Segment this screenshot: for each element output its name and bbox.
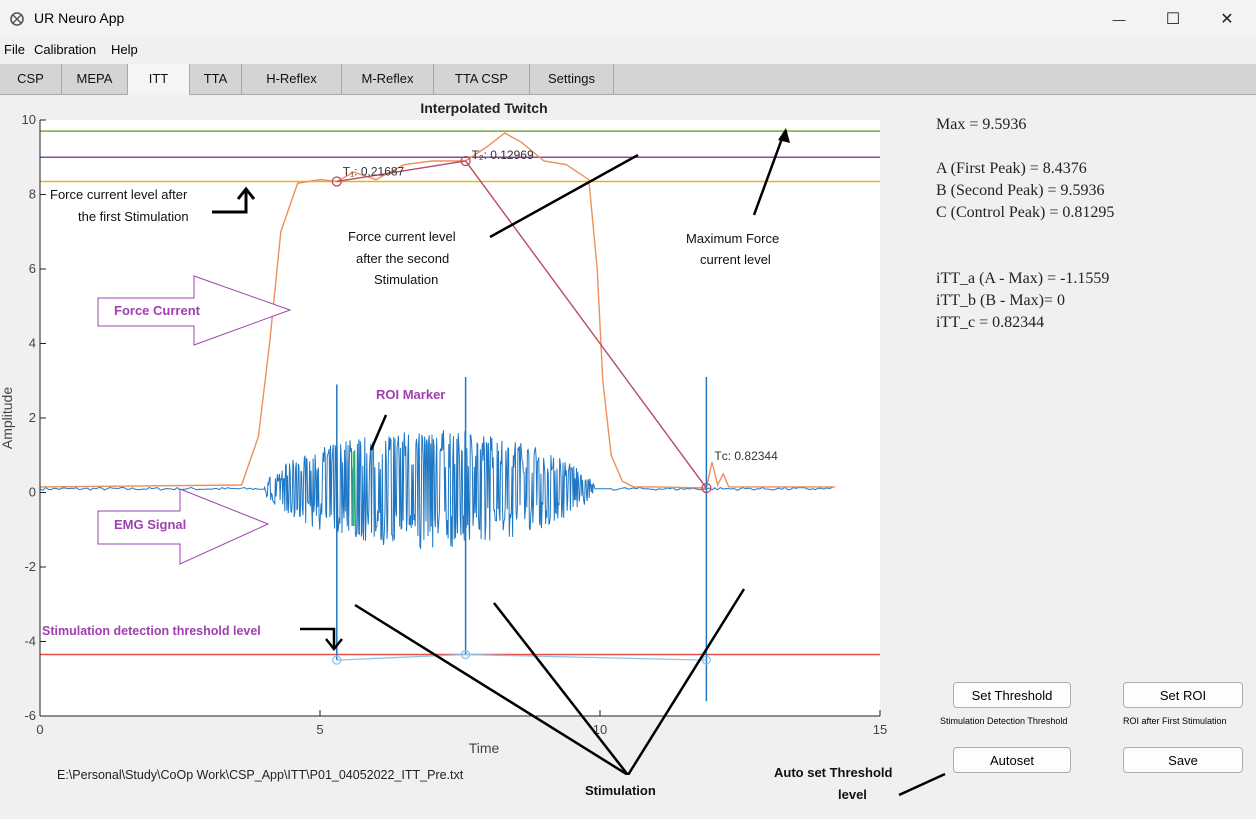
twitch-connector-1 [465, 160, 707, 489]
stat-itt-a: iTT_a (A - Max) = -1.1559 [936, 270, 1110, 287]
stimulation-detection-point-1 [460, 649, 471, 660]
annotation-force-first-line2: the first Stimulation [78, 209, 189, 224]
annotation-max-force-line2: current level [700, 252, 771, 267]
twitch-label-0: T₁: 0.21687 [343, 164, 405, 178]
tab-itt[interactable]: ITT [128, 64, 190, 95]
pointer-stimulation-3 [626, 588, 746, 775]
x-tick-label-3: 15 [873, 722, 887, 737]
x-tick-label-1: 5 [316, 722, 323, 737]
twitch-label-2: Tᴄ: 0.82344 [714, 449, 778, 463]
twitch-marker-1 [460, 155, 471, 167]
annotation-force-second-line1: Force current level [348, 229, 456, 244]
pointer-force-second [489, 153, 639, 239]
tab-tta-csp[interactable]: TTA CSP [434, 64, 530, 94]
minimize-icon: — [1112, 11, 1126, 27]
pointer-autoset [898, 772, 946, 797]
stimulation-detection-line [336, 653, 707, 661]
y-tick-label-2: 6 [29, 261, 36, 276]
stat-b-second-peak: B (Second Peak) = 9.5936 [936, 182, 1105, 199]
arrowhead-max-force [778, 128, 790, 143]
title-bar: UR Neuro App — ☐ ✕ [0, 0, 1256, 38]
annotation-max-force-line1: Maximum Force [686, 231, 779, 246]
y-tick-label-3: 4 [29, 336, 36, 351]
menu-help[interactable]: Help [111, 42, 138, 57]
close-icon: ✕ [1220, 11, 1234, 28]
annotation-stim-threshold: Stimulation detection threshold level [42, 624, 261, 638]
menu-calibration[interactable]: Calibration [34, 42, 97, 57]
maximize-icon: ☐ [1165, 11, 1181, 28]
autoset-button[interactable]: Autoset [953, 747, 1071, 773]
tab-h-reflex[interactable]: H-Reflex [242, 64, 342, 94]
stat-itt-c: iTT_c = 0.82344 [936, 314, 1045, 331]
tab-settings[interactable]: Settings [530, 64, 614, 94]
y-tick-label-7: -4 [24, 634, 36, 649]
tab-csp[interactable]: CSP [0, 64, 62, 94]
y-tick-label-1: 8 [29, 187, 36, 202]
menu-bar: File Calibration Help [0, 38, 1256, 62]
stat-c-control-peak: C (Control Peak) = 0.81295 [936, 204, 1115, 221]
annotation-force-current: Force Current [114, 303, 201, 318]
stat-a-first-peak: A (First Peak) = 8.4376 [936, 160, 1087, 177]
save-button[interactable]: Save [1123, 747, 1243, 773]
annotation-emg-signal: EMG Signal [114, 517, 186, 532]
set-threshold-button[interactable]: Set Threshold [953, 682, 1071, 708]
app-title: UR Neuro App [34, 10, 125, 26]
tab-strip: CSP MEPA ITT TTA H-Reflex M-Reflex TTA C… [0, 64, 1256, 95]
x-axis-label: Time [469, 740, 500, 756]
interpolated-twitch-plot[interactable]: T₁: 0.21687 T₂: 0.12969 Tᴄ: 0.82344 0 5 10 15… [0, 95, 935, 775]
menu-file[interactable]: File [4, 42, 25, 57]
annotation-auto-set-line1: Auto set Threshold [774, 765, 893, 780]
minimize-button[interactable]: — [1096, 4, 1142, 34]
set-roi-caption: ROI after First Stimulation [1123, 716, 1227, 726]
pointer-stimulation-2 [493, 602, 629, 775]
stat-max: Max = 9.5936 [936, 116, 1027, 133]
annotation-stimulation: Stimulation [585, 783, 656, 798]
y-axis-label: Amplitude [0, 387, 15, 449]
annotation-force-second-line2: after the second [356, 251, 449, 266]
pointer-max-force [752, 132, 786, 216]
annotation-auto-set-line2: level [838, 787, 867, 802]
tab-tta[interactable]: TTA [190, 64, 242, 94]
stat-itt-b: iTT_b (B - Max)= 0 [936, 292, 1065, 309]
y-tick-label-6: -2 [24, 559, 36, 574]
plot-area [40, 120, 880, 716]
arrow-stim-threshold [300, 627, 343, 652]
emg-signal-callout [97, 488, 270, 565]
stimulation-detection-point-2 [701, 655, 712, 665]
set-threshold-caption: Stimulation Detection Threshold [940, 716, 1068, 726]
x-tick-label-2: 10 [593, 722, 607, 737]
pointer-stimulation-1 [354, 603, 629, 775]
stimulation-detection-point-0 [332, 655, 342, 665]
twitch-marker-0 [331, 176, 342, 187]
x-tick-label-0: 0 [36, 722, 43, 737]
annotation-roi-marker: ROI Marker [376, 387, 445, 402]
tab-m-reflex[interactable]: M-Reflex [342, 64, 434, 94]
y-tick-label-4: 2 [29, 410, 36, 425]
y-tick-label-0: 10 [22, 112, 36, 127]
force-current-callout [97, 275, 292, 346]
y-tick-label-8: -6 [24, 708, 36, 723]
y-tick-label-5: 0 [29, 485, 36, 500]
emg-signal-trace [39, 430, 833, 550]
annotation-force-first-line1: Force current level after [50, 187, 188, 202]
file-path: E:\Personal\Study\CoOp Work\CSP_App\ITT\… [57, 768, 464, 782]
close-button[interactable]: ✕ [1204, 4, 1250, 34]
maximize-button[interactable]: ☐ [1150, 4, 1196, 34]
annotation-force-second-line3: Stimulation [374, 272, 438, 287]
arrow-force-first [212, 186, 256, 214]
twitch-label-1: T₂: 0.12969 [472, 148, 534, 162]
twitch-connector-0 [336, 160, 466, 183]
tab-mepa[interactable]: MEPA [62, 64, 128, 94]
app-icon [10, 12, 24, 26]
set-roi-button[interactable]: Set ROI [1123, 682, 1243, 708]
plot-title: Interpolated Twitch [420, 100, 547, 116]
twitch-marker-2 [701, 482, 712, 494]
pointer-roi-marker [369, 414, 388, 451]
